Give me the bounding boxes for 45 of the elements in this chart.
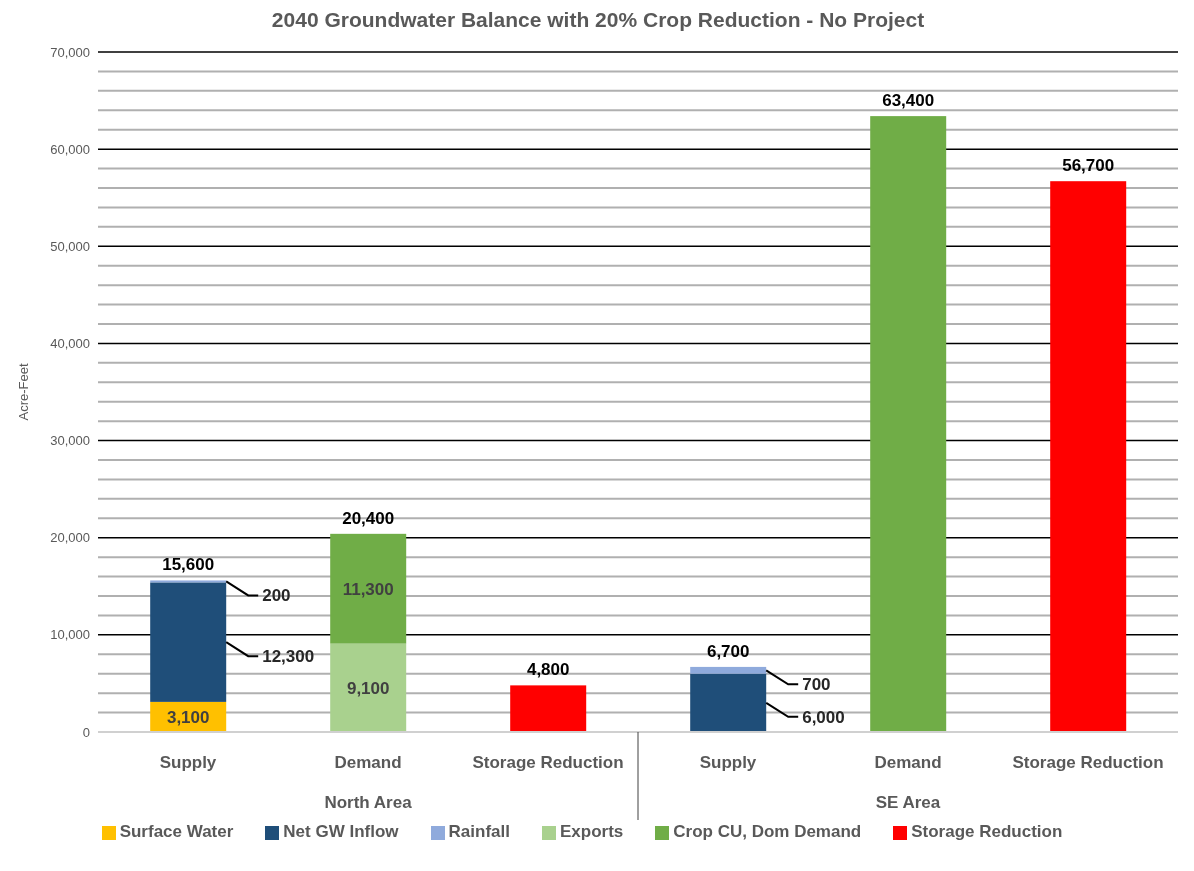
y-tick-label: 30,000 — [50, 433, 90, 449]
total-label: 56,700 — [1062, 156, 1115, 176]
bar — [330, 643, 407, 732]
data-label: 9,100 — [346, 678, 390, 698]
legend-label: Rainfall — [448, 822, 510, 841]
bar — [690, 673, 767, 732]
data-label: 700 — [802, 675, 831, 695]
text: SE Area — [875, 793, 941, 812]
bar — [330, 533, 407, 644]
total-label: 63,400 — [882, 91, 935, 111]
legend-label: Surface Water — [119, 822, 234, 841]
y-tick-label: 70,000 — [50, 44, 90, 60]
text: North Area — [324, 793, 413, 812]
total-label: 15,600 — [162, 555, 215, 575]
x-tick-label: Supply — [699, 753, 757, 772]
legend-label: Net GW Inflow — [283, 822, 399, 841]
bar — [690, 666, 767, 674]
legend-label: Crop CU, Dom Demand — [673, 822, 862, 841]
x-tick-label: Storage Reduction — [472, 753, 624, 772]
data-label: 12,300 — [262, 647, 315, 667]
y-tick-label: 10,000 — [50, 627, 90, 643]
bar — [1050, 181, 1127, 732]
total-label: 4,800 — [526, 660, 570, 680]
legend-label: Exports — [559, 822, 624, 841]
x-tick-label: Demand — [874, 753, 942, 772]
y-tick-label: 20,000 — [50, 530, 90, 546]
y-tick-label: 40,000 — [50, 336, 90, 352]
y-axis-title: Acre-Feet — [15, 363, 31, 421]
y-tick-label: 60,000 — [50, 141, 90, 157]
bar — [870, 116, 947, 732]
chart-title: 2040 Groundwater Balance with 20% Crop Reduction - No Project — [270, 8, 926, 32]
total-label: 6,700 — [706, 641, 750, 661]
y-tick-label: 0 — [82, 724, 90, 740]
total-label: 20,400 — [342, 508, 395, 528]
data-label: 11,300 — [342, 579, 394, 599]
legend-label: Storage Reduction — [911, 822, 1063, 841]
bar — [150, 582, 227, 702]
y-tick-label: 50,000 — [50, 238, 90, 254]
data-label: 3,100 — [166, 707, 210, 727]
x-tick-label: Storage Reduction — [1012, 753, 1164, 772]
x-tick-label: Demand — [334, 753, 402, 772]
data-label: 200 — [262, 586, 291, 606]
x-tick-label: Supply — [159, 753, 217, 772]
bar — [510, 685, 587, 732]
data-label: 6,000 — [802, 707, 845, 727]
